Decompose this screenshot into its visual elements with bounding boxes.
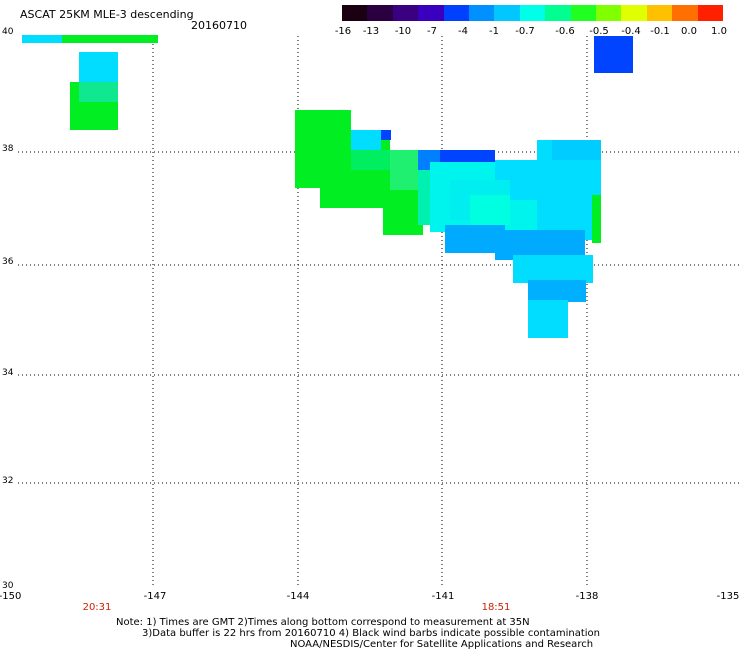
data-cell [70, 102, 118, 130]
colorbar-swatch [392, 5, 419, 21]
colorbar-swatch [418, 5, 444, 21]
data-cell [22, 35, 62, 43]
colorbar-swatch [519, 5, 546, 21]
footer-credit: NOAA/NESDIS/Center for Satellite Applica… [290, 639, 594, 650]
data-cell [592, 195, 601, 243]
colorbar-swatch [672, 5, 698, 21]
colorbar-swatch [342, 5, 368, 21]
footer-note-2: 3)Data buffer is 22 hrs from 20160710 4)… [142, 628, 600, 639]
colorbar-swatch [621, 5, 647, 21]
data-cell [351, 130, 381, 150]
colorbar-label: -0.4 [621, 26, 641, 37]
data-cell [79, 52, 118, 82]
colorbar-label: 0.0 [681, 26, 697, 37]
colorbar-swatch [596, 5, 622, 21]
data-cell [79, 82, 118, 102]
colorbar-swatch [570, 5, 597, 21]
colorbar-swatch [545, 5, 571, 21]
time-right: 18:51 [481, 602, 511, 613]
colorbar-label: -7 [427, 26, 437, 37]
colorbar-swatch [646, 5, 673, 21]
data-cell [381, 130, 391, 140]
footer-note-1: Note: 1) Times are GMT 2)Times along bot… [116, 617, 530, 628]
lat-label-34: 34 [2, 368, 14, 378]
data-cell [594, 36, 633, 73]
map-title: ASCAT 25KM MLE-3 descending [20, 8, 194, 21]
colorbar-swatch [697, 5, 724, 21]
colorbar-label: -10 [394, 26, 412, 37]
lon-label-144: -144 [286, 591, 310, 602]
colorbar-label: -16 [334, 26, 352, 37]
colorbar-swatch [367, 5, 393, 21]
colorbar-label: -0.1 [650, 26, 670, 37]
data-cell [528, 280, 586, 302]
data-cell [528, 300, 568, 338]
data-cell [552, 140, 601, 160]
colorbar-swatch [469, 5, 495, 21]
colorbar-label: 1.0 [711, 26, 727, 37]
colorbar-swatch [443, 5, 470, 21]
lat-label-40: 40 [2, 27, 14, 37]
colorbar-swatch [494, 5, 520, 21]
lon-label-141: -141 [431, 591, 455, 602]
colorbar-label: -1 [489, 26, 499, 37]
data-cell [383, 188, 423, 235]
lon-label-135: -135 [716, 591, 740, 602]
colorbar-label: -0.6 [555, 26, 575, 37]
data-cell [62, 35, 158, 43]
data-cell [440, 150, 495, 162]
lat-label-36: 36 [2, 257, 14, 267]
lat-label-30: 30 [2, 581, 14, 591]
colorbar-label: -4 [458, 26, 468, 37]
grid-lines [18, 36, 740, 588]
lon-label-138: -138 [575, 591, 599, 602]
colorbar-label: -0.5 [589, 26, 609, 37]
time-left: 20:31 [82, 602, 112, 613]
data-cells [22, 35, 633, 338]
colorbar-label: -0.7 [515, 26, 535, 37]
lon-label-147: -147 [143, 591, 167, 602]
map-date: 20160710 [191, 19, 247, 32]
lat-label-38: 38 [2, 144, 14, 154]
lat-label-32: 32 [2, 476, 14, 486]
data-cell [390, 150, 418, 190]
data-cell [513, 255, 593, 283]
colorbar-label: -13 [362, 26, 380, 37]
lon-label-150: -150 [0, 591, 22, 602]
data-cell [470, 195, 510, 225]
colorbar [342, 5, 724, 21]
